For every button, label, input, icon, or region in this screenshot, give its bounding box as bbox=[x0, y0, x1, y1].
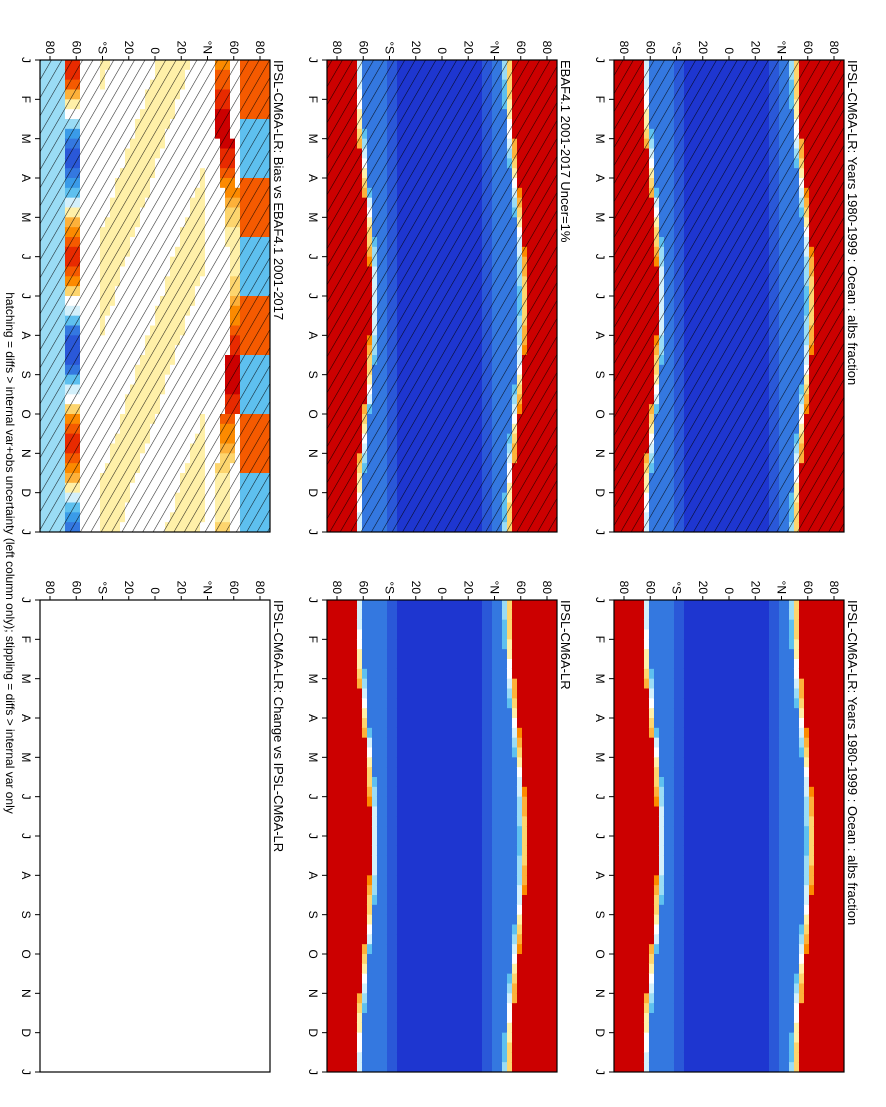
month-label: M bbox=[306, 134, 320, 144]
month-label: S bbox=[306, 371, 320, 379]
panel-ml: EBAF4.1 2001-2017 Uncer=1% J F M A M J J A S O N D J 8… bbox=[306, 41, 573, 535]
month-label: N bbox=[593, 449, 607, 458]
lat-label: °N bbox=[488, 41, 502, 54]
lat-label: 20 bbox=[748, 41, 762, 55]
month-label: J bbox=[306, 254, 320, 260]
month-label: M bbox=[593, 212, 607, 222]
lat-label: 20 bbox=[696, 41, 710, 55]
lat-label: °N bbox=[775, 41, 789, 54]
month-label: A bbox=[593, 174, 607, 182]
month-label: A bbox=[306, 174, 320, 182]
month-label: J bbox=[593, 293, 607, 299]
month-label: N bbox=[306, 449, 320, 458]
month-label: J bbox=[593, 529, 607, 535]
month-label: J bbox=[306, 529, 320, 535]
lat-label: 80 bbox=[617, 41, 631, 55]
hatch-overlay bbox=[327, 60, 557, 532]
month-label: M bbox=[306, 212, 320, 222]
month-label: D bbox=[306, 488, 320, 497]
lat-label: 60 bbox=[514, 41, 528, 55]
month-label: J bbox=[306, 293, 320, 299]
month-label: S bbox=[593, 371, 607, 379]
lat-label: 80 bbox=[540, 41, 554, 55]
panel-title: EBAF4.1 2001-2017 Uncer=1% bbox=[558, 60, 573, 243]
heatmap-field bbox=[614, 60, 844, 532]
month-label: O bbox=[593, 409, 607, 418]
lat-label: 0 bbox=[435, 47, 449, 54]
month-label: D bbox=[593, 488, 607, 497]
month-label: M bbox=[593, 134, 607, 144]
lat-label: 0 bbox=[722, 47, 736, 54]
month-label: O bbox=[306, 409, 320, 418]
month-label: F bbox=[306, 96, 320, 103]
month-label: A bbox=[306, 331, 320, 339]
panel-tl: IPSL-CM6A-LR: Years 1980-1999 : Ocean : … bbox=[593, 41, 860, 535]
lat-label: 20 bbox=[409, 41, 423, 55]
lat-label: 60 bbox=[356, 41, 370, 55]
panel-title: IPSL-CM6A-LR: Bias vs EBAF4.1 2001-2017 bbox=[271, 60, 286, 320]
month-label: J bbox=[593, 57, 607, 63]
lat-label: °S bbox=[383, 41, 397, 54]
panel-title: IPSL-CM6A-LR: Years 1980-1999 : Ocean : … bbox=[845, 60, 860, 385]
month-label: J bbox=[306, 57, 320, 63]
lat-label: 80 bbox=[330, 41, 344, 55]
lat-label: 60 bbox=[643, 41, 657, 55]
panel-bl: IPSL-CM6A-LR: Bias vs EBAF4.1 2001-2017J… bbox=[19, 41, 286, 535]
heatmap-field bbox=[40, 60, 270, 532]
month-label: J bbox=[593, 254, 607, 260]
month-label: F bbox=[593, 96, 607, 103]
month-label: A bbox=[593, 331, 607, 339]
lat-label: 20 bbox=[461, 41, 475, 55]
heatmap-field bbox=[327, 60, 557, 532]
lat-label: 80 bbox=[827, 41, 841, 55]
lat-label: °S bbox=[670, 41, 684, 54]
lat-label: 60 bbox=[801, 41, 815, 55]
hatch-overlay bbox=[614, 60, 844, 532]
